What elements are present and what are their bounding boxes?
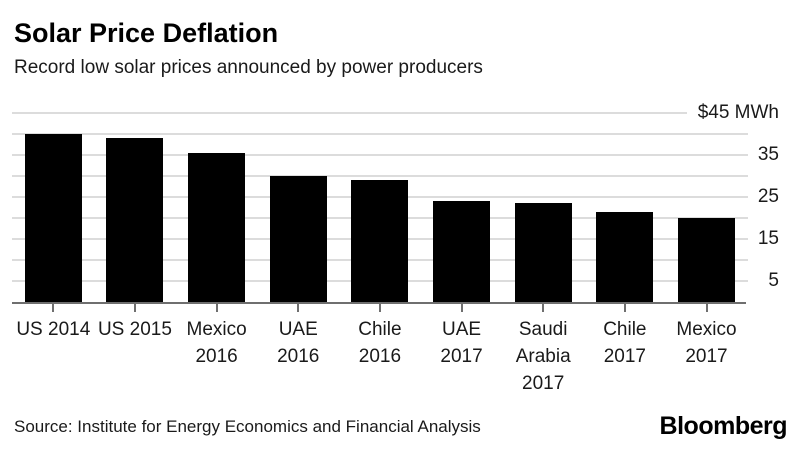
x-tick-label: Chile 2016 bbox=[325, 316, 435, 370]
x-axis-tick-mark bbox=[297, 304, 300, 312]
x-tick-label: US 2015 bbox=[80, 316, 190, 343]
x-tick-label-line: 2017 bbox=[685, 346, 728, 367]
x-tick-label: US 2014 bbox=[0, 316, 108, 343]
y-axis-unit-label: $45 MWh bbox=[697, 102, 779, 123]
bar bbox=[514, 203, 572, 302]
chart-subtitle: Record low solar prices announced by pow… bbox=[14, 57, 483, 78]
bar bbox=[106, 138, 164, 302]
x-axis-tick-mark bbox=[542, 304, 545, 312]
x-tick-label-line: Chile bbox=[358, 319, 402, 340]
x-tick-label: Mexico 2017 bbox=[652, 316, 762, 370]
y-axis-tick-label: 25 bbox=[757, 186, 779, 207]
x-axis-tick-mark bbox=[52, 304, 55, 312]
x-axis-tick-mark bbox=[460, 304, 463, 312]
x-tick-label: UAE 2017 bbox=[407, 316, 517, 370]
chart-title: Solar Price Deflation bbox=[14, 18, 279, 48]
x-tick-label: UAE 2016 bbox=[243, 316, 353, 370]
x-tick-label-line: Mexico bbox=[676, 319, 737, 340]
x-tick-label-line: US 2015 bbox=[97, 319, 172, 340]
bar bbox=[269, 176, 327, 302]
bloomberg-logo: Bloomberg bbox=[659, 412, 788, 440]
x-tick-label-line: 2016 bbox=[277, 346, 320, 367]
gridline bbox=[12, 154, 748, 156]
bar bbox=[678, 218, 735, 302]
x-axis-tick-mark bbox=[133, 304, 136, 312]
x-tick-label: Mexico 2016 bbox=[162, 316, 272, 370]
x-tick-label-line: Chile bbox=[603, 319, 647, 340]
x-tick-label-line: Arabia bbox=[515, 346, 571, 367]
gridline bbox=[12, 112, 687, 114]
gridline bbox=[12, 133, 748, 135]
x-axis-line bbox=[12, 302, 746, 304]
x-tick-label: Chile 2017 bbox=[570, 316, 680, 370]
x-axis-tick-mark bbox=[378, 304, 381, 312]
x-tick-label-line: UAE bbox=[278, 319, 318, 340]
x-tick-label-line: UAE bbox=[442, 319, 482, 340]
x-axis-tick-mark bbox=[705, 304, 708, 312]
x-tick-label-line: Saudi bbox=[518, 319, 568, 340]
bar bbox=[433, 201, 491, 302]
gridline bbox=[12, 175, 748, 177]
x-tick-label-line: 2017 bbox=[603, 346, 646, 367]
x-tick-label: Saudi Arabia 2017 bbox=[488, 316, 598, 397]
y-axis-tick-label: 15 bbox=[757, 228, 779, 249]
x-tick-label-line: US 2014 bbox=[16, 319, 91, 340]
x-tick-label-line: 2017 bbox=[440, 346, 483, 367]
bar bbox=[351, 180, 409, 302]
x-axis-tick-mark bbox=[623, 304, 626, 312]
y-axis-tick-label: 5 bbox=[768, 270, 779, 291]
source-note: Source: Institute for Energy Economics a… bbox=[14, 417, 481, 436]
x-tick-label-line: 2017 bbox=[522, 373, 565, 394]
x-tick-label-line: Mexico bbox=[186, 319, 247, 340]
bar bbox=[188, 152, 246, 302]
bar bbox=[24, 134, 82, 302]
x-tick-label-line: 2016 bbox=[195, 346, 238, 367]
y-axis-tick-label: 35 bbox=[757, 144, 779, 165]
x-axis-tick-mark bbox=[215, 304, 218, 312]
bar bbox=[596, 211, 654, 302]
x-tick-label-line: 2016 bbox=[358, 346, 402, 367]
